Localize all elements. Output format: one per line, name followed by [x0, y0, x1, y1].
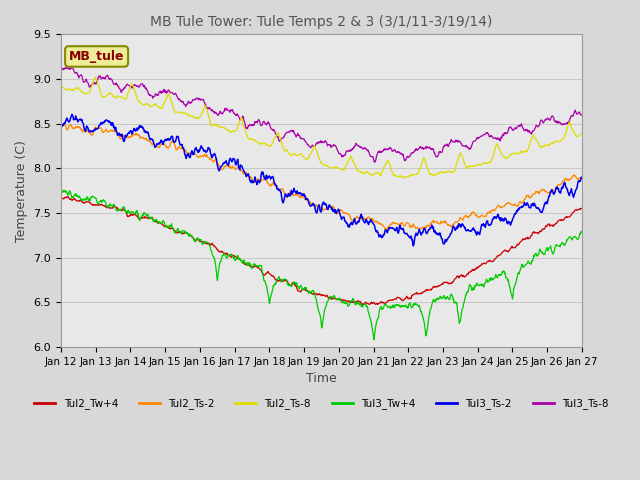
Tul3_Tw+4: [268, 288, 276, 294]
Line: Tul2_Ts-8: Tul2_Ts-8: [61, 77, 582, 178]
Tul2_Ts-2: [416, 227, 424, 232]
Tul3_Tw+4: [578, 228, 586, 234]
Tul3_Ts-2: [410, 243, 417, 249]
Tul3_Ts-2: [68, 111, 76, 117]
Tul2_Tw+4: [268, 273, 276, 279]
Tul3_Ts-8: [57, 65, 65, 71]
Tul2_Tw+4: [474, 265, 481, 271]
Tul2_Ts-8: [287, 153, 295, 158]
Tul2_Tw+4: [578, 205, 586, 211]
Tul2_Ts-2: [474, 214, 481, 220]
Tul2_Ts-2: [111, 129, 118, 134]
Tul2_Ts-2: [60, 121, 68, 127]
Text: MB_tule: MB_tule: [69, 50, 124, 63]
Tul3_Ts-2: [578, 175, 586, 180]
Tul3_Ts-8: [287, 128, 295, 134]
Tul2_Ts-8: [92, 74, 99, 80]
Tul2_Tw+4: [64, 193, 72, 199]
Tul3_Ts-2: [57, 121, 65, 127]
Tul3_Tw+4: [370, 337, 378, 343]
X-axis label: Time: Time: [306, 372, 337, 385]
Tul3_Ts-2: [111, 127, 118, 133]
Line: Tul3_Tw+4: Tul3_Tw+4: [61, 191, 582, 340]
Tul3_Tw+4: [287, 283, 295, 289]
Tul2_Ts-8: [57, 85, 65, 91]
Tul3_Tw+4: [111, 203, 118, 209]
Y-axis label: Temperature (C): Temperature (C): [15, 140, 28, 241]
Title: MB Tule Tower: Tule Temps 2 & 3 (3/1/11-3/19/14): MB Tule Tower: Tule Temps 2 & 3 (3/1/11-…: [150, 15, 493, 29]
Tul2_Ts-2: [465, 215, 472, 220]
Tul3_Tw+4: [465, 288, 472, 294]
Tul2_Tw+4: [287, 282, 295, 288]
Tul3_Tw+4: [57, 190, 65, 196]
Tul3_Ts-8: [111, 82, 118, 87]
Tul2_Tw+4: [465, 271, 472, 277]
Tul3_Ts-8: [474, 135, 481, 141]
Tul2_Ts-8: [416, 166, 424, 171]
Tul2_Ts-2: [268, 181, 276, 187]
Tul2_Ts-8: [578, 131, 586, 136]
Line: Tul3_Ts-2: Tul3_Ts-2: [61, 114, 582, 246]
Tul3_Ts-2: [465, 227, 472, 233]
Tul3_Ts-2: [268, 174, 276, 180]
Tul2_Tw+4: [416, 291, 424, 297]
Tul2_Ts-8: [474, 162, 481, 168]
Tul3_Tw+4: [416, 304, 424, 310]
Tul3_Ts-2: [474, 229, 481, 235]
Line: Tul2_Tw+4: Tul2_Tw+4: [61, 196, 582, 304]
Tul2_Ts-8: [268, 141, 276, 147]
Tul2_Ts-8: [465, 165, 472, 170]
Tul2_Ts-2: [578, 176, 586, 182]
Tul3_Ts-8: [68, 64, 76, 70]
Line: Tul3_Ts-8: Tul3_Ts-8: [61, 67, 582, 162]
Tul3_Ts-2: [287, 190, 295, 195]
Tul3_Ts-8: [578, 112, 586, 118]
Tul3_Ts-8: [416, 144, 424, 150]
Legend: Tul2_Tw+4, Tul2_Ts-2, Tul2_Ts-8, Tul3_Tw+4, Tul3_Ts-2, Tul3_Ts-8: Tul2_Tw+4, Tul2_Ts-2, Tul2_Ts-8, Tul3_Tw…: [30, 394, 612, 413]
Tul3_Ts-8: [371, 159, 378, 165]
Tul2_Tw+4: [358, 301, 366, 307]
Tul3_Ts-8: [465, 145, 472, 151]
Tul2_Ts-2: [381, 227, 389, 232]
Tul2_Ts-8: [401, 175, 409, 180]
Tul3_Ts-2: [416, 228, 424, 234]
Tul2_Ts-2: [57, 124, 65, 130]
Line: Tul2_Ts-2: Tul2_Ts-2: [61, 124, 582, 229]
Tul2_Tw+4: [57, 195, 65, 201]
Tul3_Tw+4: [474, 282, 481, 288]
Tul2_Tw+4: [111, 203, 118, 209]
Tul3_Tw+4: [61, 188, 69, 193]
Tul3_Ts-8: [268, 126, 276, 132]
Tul2_Ts-8: [111, 94, 118, 100]
Tul2_Ts-2: [287, 190, 295, 195]
